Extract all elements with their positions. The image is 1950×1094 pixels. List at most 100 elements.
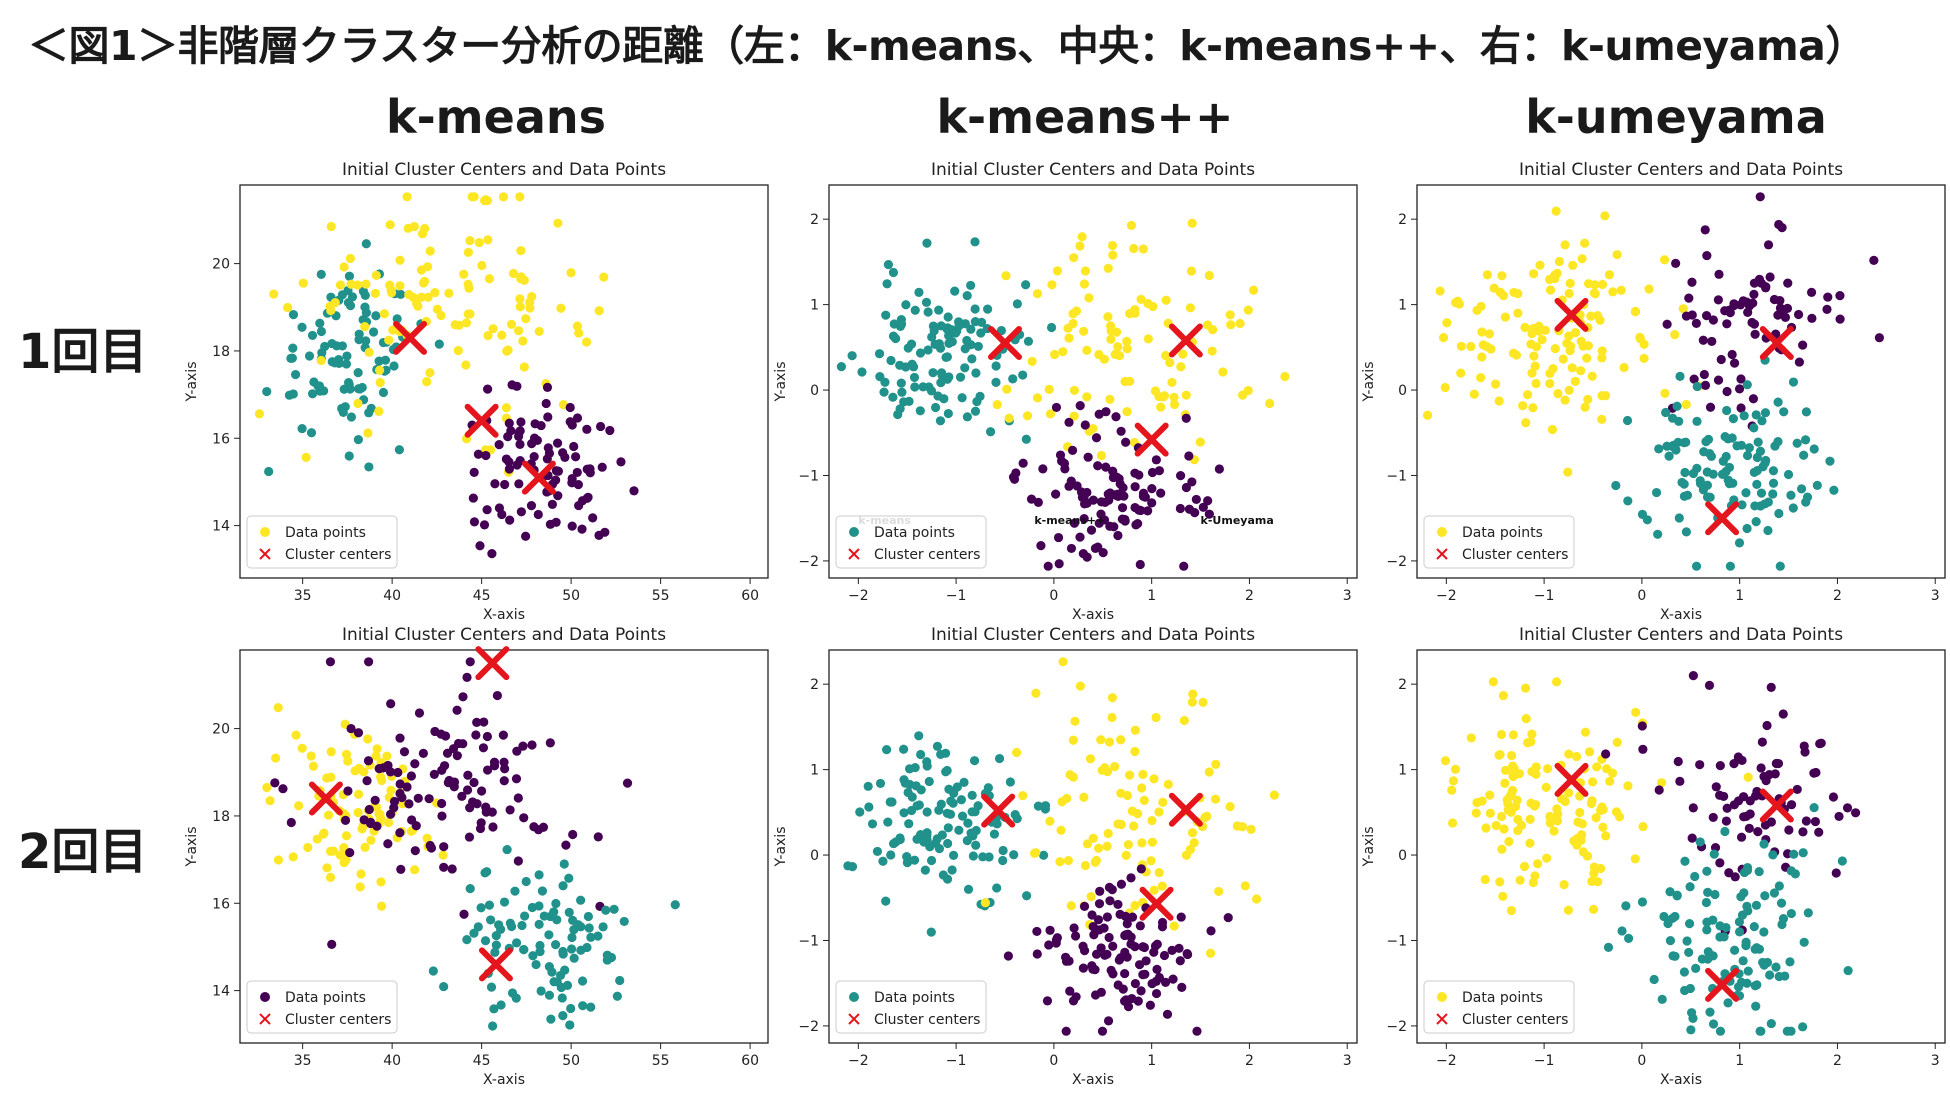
data-point [364, 462, 374, 472]
data-point [1070, 931, 1081, 941]
data-point [945, 809, 956, 819]
data-point [1154, 807, 1164, 817]
data-point [1759, 927, 1769, 937]
data-point [915, 348, 926, 358]
data-point [1741, 488, 1751, 498]
data-point [1168, 974, 1178, 984]
data-point [1450, 764, 1461, 774]
x-tick-label: 0 [1637, 588, 1646, 604]
data-point [1079, 514, 1089, 524]
data-point [327, 939, 337, 949]
data-point [350, 766, 360, 776]
data-point [1012, 299, 1022, 309]
data-point [1699, 369, 1709, 380]
data-point [1116, 788, 1126, 798]
data-point [883, 259, 894, 270]
data-point [1714, 269, 1724, 279]
cluster-center-marker [1759, 788, 1794, 823]
data-point [508, 268, 519, 279]
data-point [395, 779, 405, 789]
data-point [1597, 414, 1607, 424]
data-point [1010, 810, 1020, 820]
data-point [1106, 334, 1116, 344]
data-point [1143, 334, 1153, 344]
data-point [1788, 377, 1799, 387]
data-point [1160, 977, 1171, 987]
data-point [1151, 712, 1161, 723]
data-point [1520, 683, 1531, 693]
data-point [1775, 303, 1786, 313]
data-point [1280, 371, 1290, 382]
cluster-center-marker [464, 403, 499, 438]
data-point [1698, 335, 1708, 345]
legend-label-data-points: Data points [874, 990, 955, 1006]
data-point [534, 326, 544, 337]
data-point [399, 747, 410, 757]
data-point [1771, 758, 1781, 769]
data-point [595, 421, 606, 432]
data-point [976, 328, 986, 338]
data-point [1115, 351, 1125, 361]
data-point [1125, 376, 1135, 386]
data-point [1071, 992, 1081, 1002]
data-point [527, 292, 537, 302]
data-point [1759, 839, 1769, 849]
x-axis-label: X-axis [483, 1072, 525, 1088]
data-point [1243, 305, 1253, 315]
data-point [472, 717, 482, 727]
data-point [1482, 270, 1492, 280]
data-point [1776, 898, 1787, 908]
data-point [1519, 861, 1530, 872]
plot-legend: Data points Cluster centers [246, 515, 398, 569]
x-tick-label: 1 [1735, 1053, 1744, 1069]
data-point [908, 362, 919, 372]
data-point [463, 247, 473, 257]
data-point [465, 235, 475, 246]
data-point [1587, 371, 1597, 381]
data-point [1125, 770, 1135, 780]
data-point [569, 925, 579, 935]
data-point [1107, 712, 1117, 723]
data-point [916, 749, 926, 760]
data-point [1091, 855, 1102, 866]
data-point [468, 493, 478, 503]
data-point [1741, 811, 1751, 822]
data-point [1506, 905, 1517, 916]
data-point [271, 753, 281, 763]
data-point [1067, 445, 1078, 456]
data-point [536, 986, 546, 996]
data-point [1093, 542, 1103, 552]
data-point [1051, 489, 1061, 499]
data-point [1806, 287, 1817, 297]
data-point [1448, 776, 1459, 786]
data-point [1018, 370, 1028, 380]
data-point [967, 790, 977, 800]
data-point [1768, 850, 1778, 860]
data-point [315, 386, 325, 396]
data-point [897, 387, 907, 397]
data-point [488, 1021, 498, 1031]
data-point [1718, 469, 1728, 479]
data-point [1842, 803, 1853, 813]
data-point [303, 842, 313, 853]
data-point [1623, 496, 1633, 506]
data-point [1612, 250, 1622, 260]
data-point [1560, 240, 1570, 250]
data-point [1122, 336, 1132, 346]
data-point [429, 769, 439, 779]
data-point [560, 452, 570, 462]
data-point [989, 829, 1000, 839]
data-point [1756, 763, 1766, 773]
data-point [1743, 772, 1753, 782]
data-point [1773, 310, 1783, 320]
data-point [1589, 288, 1599, 298]
data-point [1624, 933, 1634, 944]
data-point [1121, 850, 1131, 860]
data-point [1749, 278, 1760, 288]
data-point [1130, 725, 1141, 735]
data-point [1156, 488, 1166, 498]
data-point [494, 920, 504, 930]
data-point [457, 791, 467, 801]
data-point [517, 920, 527, 931]
cluster-center-marker [1759, 326, 1794, 361]
